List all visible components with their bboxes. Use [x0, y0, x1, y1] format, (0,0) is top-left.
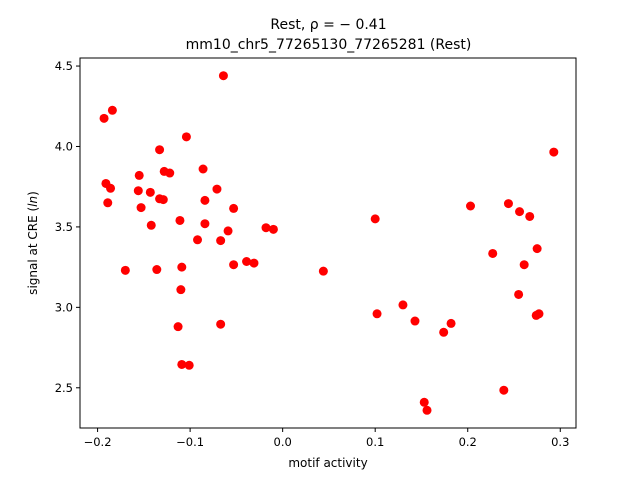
- data-point: [261, 223, 271, 233]
- data-point: [146, 220, 156, 230]
- data-point: [488, 248, 498, 258]
- data-point: [173, 322, 183, 332]
- data-point: [216, 236, 226, 246]
- data-point: [198, 164, 208, 174]
- data-point: [155, 145, 165, 155]
- data-point: [499, 385, 509, 395]
- data-point: [532, 244, 542, 254]
- data-point: [107, 105, 117, 115]
- data-point: [177, 262, 187, 272]
- data-point: [212, 184, 222, 194]
- y-tick-label: 2.5: [55, 381, 73, 395]
- data-point: [165, 168, 175, 178]
- axis-ticks: −0.2 −0.1 0.0 0.1 0.2 0.3 2.5 3.0 3.5 4.0 4.5: [55, 59, 570, 449]
- data-point: [176, 285, 186, 295]
- data-point: [200, 219, 210, 229]
- chart-title-line2: mm10_chr5_77265130_77265281 (Rest): [186, 37, 472, 53]
- data-point: [158, 195, 168, 205]
- data-point: [466, 201, 476, 211]
- x-tick-label: −0.1: [176, 435, 204, 449]
- data-point: [184, 360, 194, 370]
- data-point: [218, 71, 228, 81]
- plot-frame: [79, 57, 577, 429]
- data-point: [216, 319, 226, 329]
- data-point: [419, 397, 429, 407]
- y-tick-label: 3.5: [55, 220, 73, 234]
- data-point: [242, 257, 252, 266]
- data-point: [134, 170, 144, 180]
- x-tick-label: 0.1: [366, 435, 384, 449]
- x-tick-label: 0.0: [274, 435, 292, 449]
- chart-title-line1: Rest, ρ = − 0.41: [270, 17, 386, 33]
- data-point: [103, 198, 113, 208]
- data-point: [106, 183, 116, 193]
- data-point: [181, 132, 191, 142]
- x-tick-label: 0.3: [551, 435, 569, 449]
- data-point: [152, 265, 162, 275]
- data-point: [120, 265, 130, 275]
- data-point: [514, 289, 524, 299]
- data-point: [370, 214, 380, 224]
- data-point: [223, 226, 233, 236]
- data-point: [525, 211, 535, 221]
- data-point: [503, 199, 513, 209]
- data-point: [268, 224, 278, 234]
- data-point: [398, 300, 408, 310]
- data-point: [229, 260, 239, 270]
- data-point: [519, 260, 529, 270]
- y-tick-label: 4.0: [55, 139, 73, 153]
- data-point: [318, 266, 328, 276]
- data-point: [133, 186, 143, 196]
- data-point: [193, 235, 203, 245]
- x-axis-label: motif activity: [288, 456, 367, 470]
- data-point: [446, 318, 456, 328]
- data-point: [136, 203, 146, 213]
- data-point: [175, 215, 185, 225]
- data-point: [372, 309, 382, 319]
- data-point: [439, 327, 449, 337]
- data-point: [422, 405, 432, 415]
- data-point: [229, 203, 239, 213]
- data-point: [99, 113, 109, 123]
- data-point: [549, 147, 559, 157]
- y-axis-label: signal at CRE (ln): [26, 191, 40, 295]
- y-tick-label: 3.0: [55, 300, 73, 314]
- data-point: [177, 359, 187, 369]
- data-points: [99, 71, 559, 415]
- data-point: [249, 258, 259, 268]
- data-point: [200, 195, 210, 205]
- data-point: [515, 207, 525, 217]
- data-point: [534, 309, 544, 319]
- x-tick-label: 0.2: [459, 435, 477, 449]
- x-tick-label: −0.2: [84, 435, 112, 449]
- data-point: [410, 316, 420, 326]
- y-tick-label: 4.5: [55, 59, 73, 73]
- data-point: [145, 187, 155, 197]
